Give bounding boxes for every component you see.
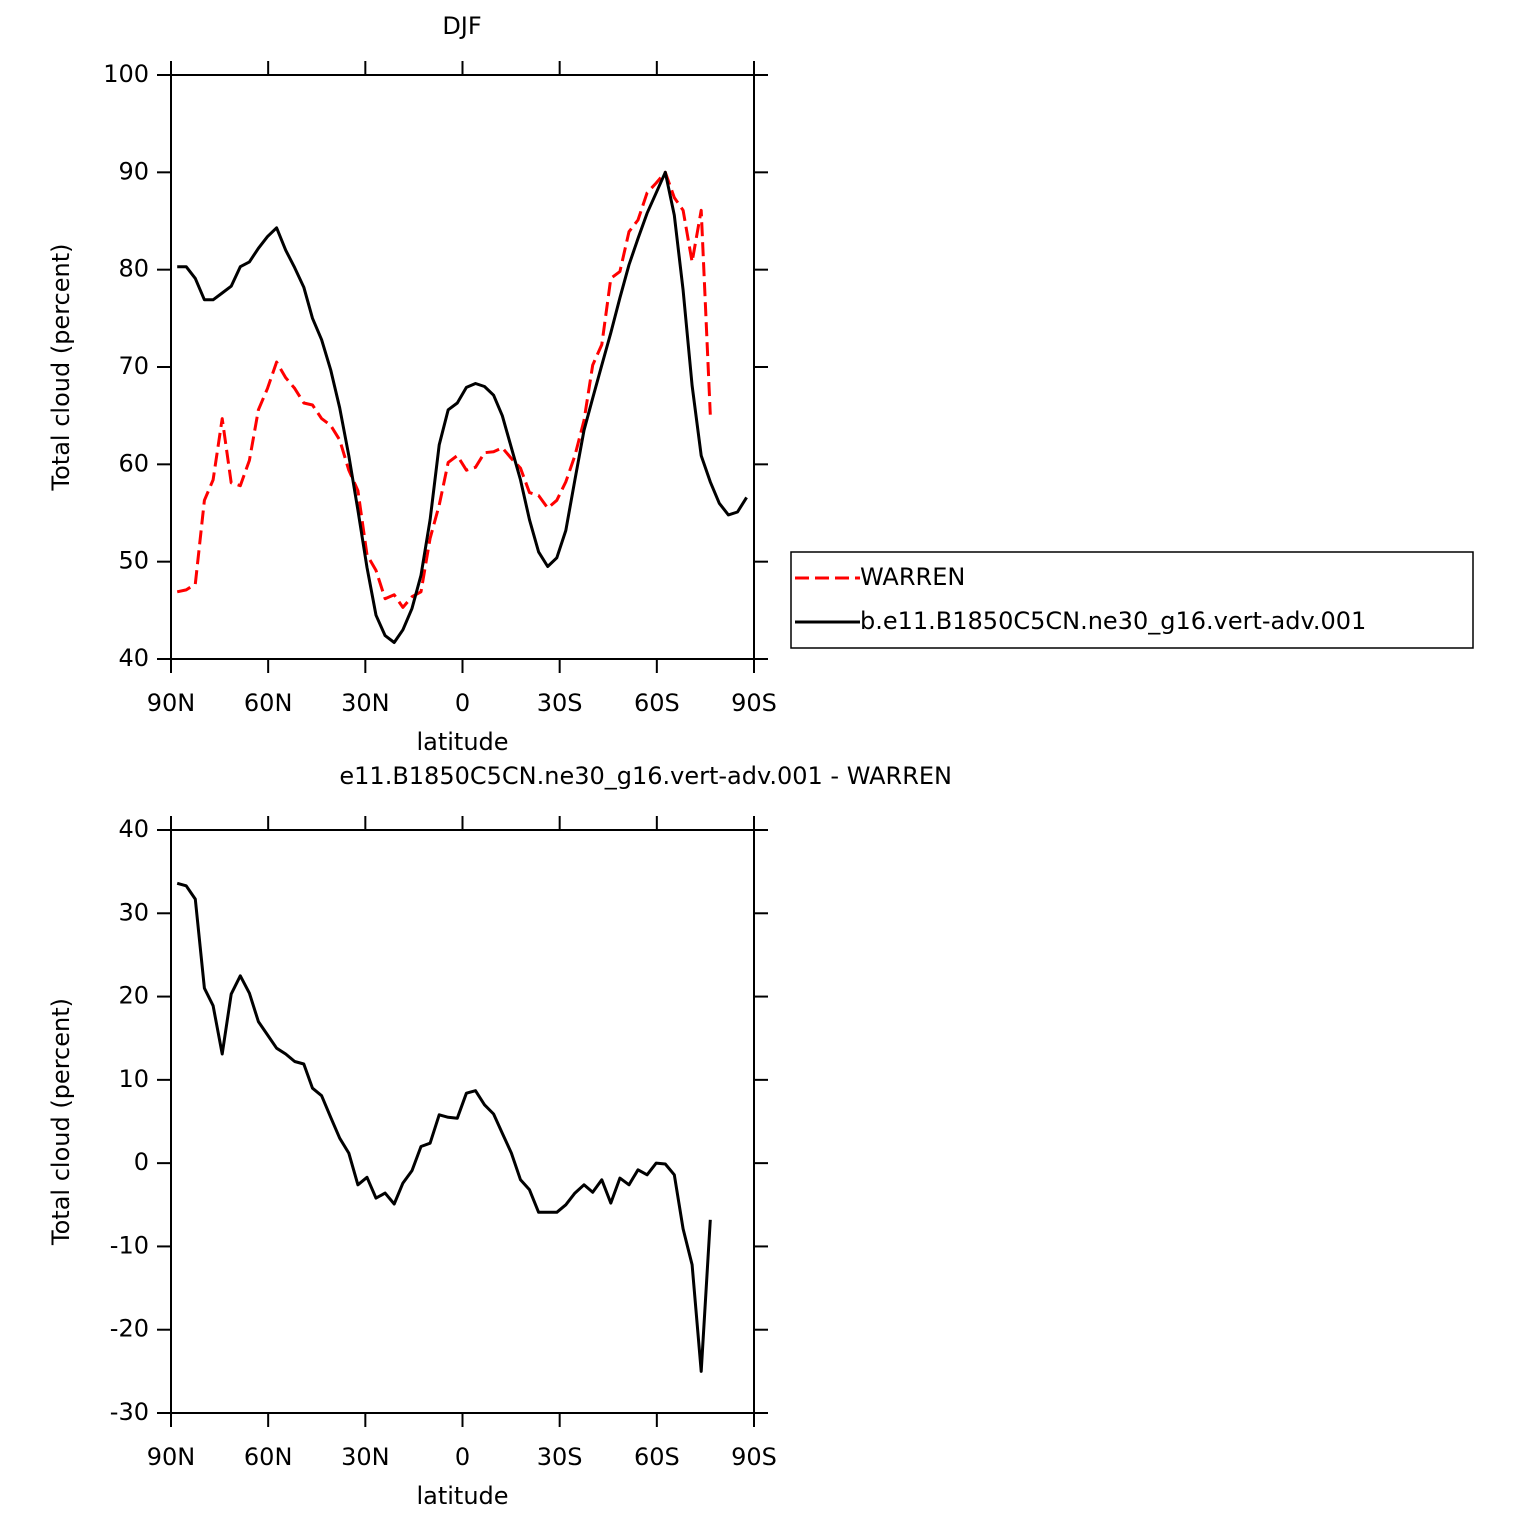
y-tick-label: 50: [118, 547, 149, 575]
legend-label: WARREN: [860, 563, 965, 591]
plot-frame: [170, 829, 755, 1414]
x-tick-label: 30S: [537, 1443, 583, 1471]
x-tick-label: 60N: [244, 689, 293, 717]
data-line: [176, 170, 712, 609]
y-tick-label: 80: [118, 255, 149, 283]
y-axis-label: Total cloud (percent): [47, 244, 75, 492]
y-tick-label: -20: [110, 1315, 149, 1343]
x-tick-label: 90S: [731, 1443, 777, 1471]
x-tick-label: 30N: [341, 689, 390, 717]
x-axis-label: latitude: [416, 1482, 508, 1510]
data-line: [177, 170, 748, 644]
y-tick-label: 90: [118, 157, 149, 185]
x-tick-label: 60N: [244, 1443, 293, 1471]
y-axis-label: Total cloud (percent): [47, 998, 75, 1246]
y-tick-label: 10: [118, 1065, 149, 1093]
y-tick-label: 100: [103, 60, 149, 88]
x-tick-label: 90N: [147, 1443, 196, 1471]
x-axis-label: latitude: [416, 728, 508, 756]
plot-frame: [170, 74, 755, 660]
y-tick-label: -30: [110, 1398, 149, 1426]
x-tick-label: 0: [455, 689, 470, 717]
y-tick-label: 70: [118, 352, 149, 380]
y-tick-label: 40: [118, 815, 149, 843]
y-tick-label: 60: [118, 449, 149, 477]
y-tick-label: 20: [118, 982, 149, 1010]
x-tick-label: 60S: [634, 1443, 680, 1471]
y-tick-label: 0: [134, 1148, 149, 1176]
legend-label: b.e11.B1850C5CN.ne30_g16.vert-adv.001: [860, 607, 1366, 635]
legend-box: [790, 551, 1474, 649]
chart-title: DJF: [442, 12, 481, 40]
y-tick-label: 40: [118, 644, 149, 672]
data-line: [176, 881, 712, 1373]
x-tick-label: 60S: [634, 689, 680, 717]
y-tick-label: -10: [110, 1231, 149, 1259]
y-tick-label: 30: [118, 898, 149, 926]
x-tick-label: 0: [455, 1443, 470, 1471]
x-tick-label: 30N: [341, 1443, 390, 1471]
x-tick-label: 90N: [147, 689, 196, 717]
x-tick-label: 30S: [537, 689, 583, 717]
chart-title: e11.B1850C5CN.ne30_g16.vert-adv.001 - WA…: [339, 762, 952, 790]
x-tick-label: 90S: [731, 689, 777, 717]
